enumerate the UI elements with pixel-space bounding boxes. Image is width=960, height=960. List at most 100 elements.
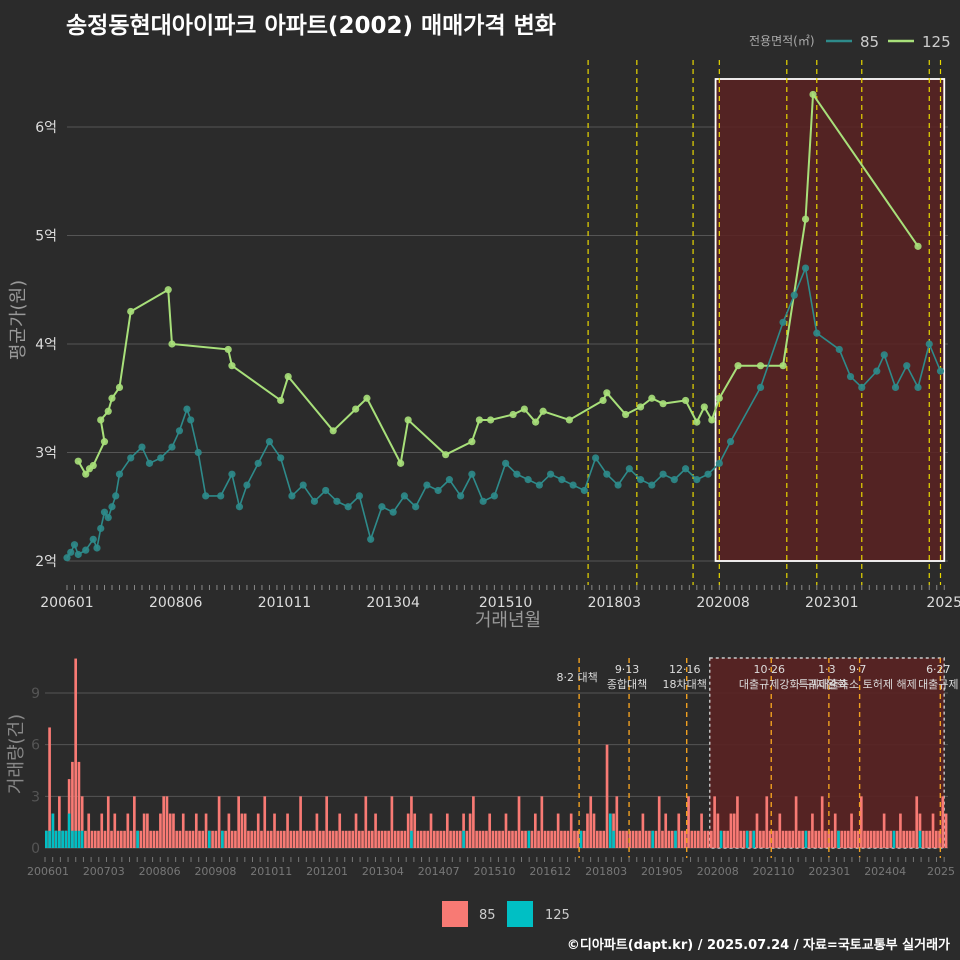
series-85-point — [490, 492, 498, 500]
series-125-point — [914, 242, 922, 250]
volume-bar-85 — [48, 727, 51, 848]
series-85-point — [580, 486, 588, 495]
volume-bar-85 — [377, 830, 381, 848]
series-85-point — [846, 372, 855, 381]
volume-legend-swatch-125 — [507, 901, 533, 927]
series-85-point — [502, 459, 510, 467]
volume-bar-85 — [553, 830, 557, 848]
volume-bar-85 — [498, 830, 501, 848]
volume-bar-85 — [106, 796, 110, 848]
series-85-point — [202, 492, 210, 500]
series-85-point — [704, 470, 712, 478]
volume-bar-85 — [393, 830, 397, 848]
volume-bar-125 — [77, 830, 81, 848]
series-125-point — [565, 416, 573, 424]
series-85-point — [104, 514, 112, 522]
volume-bar-85 — [729, 813, 733, 848]
volume-bar-85 — [879, 830, 883, 848]
volume-bar-85 — [491, 830, 495, 848]
series-125-point — [756, 362, 765, 370]
series-85-point — [310, 497, 319, 505]
volume-bar-85 — [683, 830, 687, 848]
volume-bar-85 — [84, 830, 87, 848]
series-85-point — [434, 486, 442, 495]
volume-bar-85 — [282, 830, 286, 848]
volume-bar-85 — [944, 813, 948, 848]
series-85-point — [648, 481, 656, 489]
volume-bar-125 — [54, 830, 58, 848]
volume-bar-85 — [569, 813, 573, 848]
volume-bar-85 — [605, 744, 609, 848]
volume-bar-85 — [175, 830, 179, 848]
volume-bar-85 — [736, 796, 739, 848]
series-125-point — [715, 394, 723, 402]
volume-bar-85 — [181, 813, 185, 848]
series-85-point — [277, 454, 285, 462]
volume-bar-85 — [279, 830, 283, 848]
series-125-point — [108, 394, 116, 402]
volume-bar-85 — [618, 830, 622, 848]
legend-label-125: 125 — [922, 33, 951, 51]
series-125-point — [659, 400, 667, 408]
volume-bar-85 — [817, 830, 821, 848]
volume-x-tick-label: 200601 — [27, 865, 69, 878]
volume-bar-85 — [74, 658, 77, 848]
volume-bar-85 — [481, 830, 485, 848]
policy-annotation: 6·27 — [926, 663, 951, 676]
volume-bar-85 — [524, 830, 527, 848]
series-85-point — [157, 454, 165, 462]
series-85-point — [914, 383, 922, 391]
x-tick-label: 2025 — [926, 595, 960, 611]
series-125-point — [539, 407, 547, 415]
volume-bar-85 — [863, 830, 866, 848]
policy-annotation: 대출규제 — [918, 678, 958, 691]
series-85-point — [89, 535, 97, 543]
y-axis-label: 평균가(원) — [8, 280, 29, 360]
series-85-point — [183, 405, 191, 413]
volume-bar-85 — [785, 830, 788, 848]
series-125-point — [693, 418, 701, 426]
volume-bar-125 — [674, 830, 677, 848]
series-85-point — [112, 492, 120, 500]
x-tick-label: 201011 — [258, 595, 311, 611]
volume-bar-85 — [677, 813, 681, 848]
series-85-point — [903, 362, 911, 370]
legend-title: 전용면적(㎡) — [749, 34, 815, 48]
volume-bar-85 — [798, 830, 801, 848]
volume-bar-85 — [732, 813, 736, 848]
volume-legend-label-85: 85 — [479, 908, 496, 923]
volume-bar-85 — [638, 830, 641, 848]
series-85-point — [70, 541, 79, 549]
volume-x-tick-label: 2025 — [927, 865, 955, 878]
series-85-point — [659, 470, 667, 478]
volume-bar-85 — [511, 830, 514, 848]
volume-bar-85 — [869, 830, 873, 848]
volume-bar-125 — [892, 830, 896, 848]
volume-y-tick-label: 3 — [31, 789, 40, 805]
volume-bar-85 — [100, 813, 104, 848]
series-125-point — [442, 451, 450, 459]
volume-bar-85 — [589, 796, 593, 848]
series-125-point — [82, 470, 90, 478]
series-125-point — [734, 362, 742, 370]
volume-bar-85 — [556, 813, 560, 848]
volume-bar-85 — [224, 830, 227, 848]
series-85-point — [513, 470, 521, 478]
volume-bar-85 — [670, 830, 674, 848]
series-85-point — [547, 470, 555, 478]
volume-bar-85 — [348, 830, 351, 848]
policy-annotation: 10·26 — [753, 663, 785, 676]
series-125-point — [532, 418, 540, 426]
volume-bar-85 — [543, 830, 547, 848]
y-tick-label: 4억 — [35, 337, 57, 353]
volume-bar-85 — [312, 830, 315, 848]
volume-bar-85 — [318, 830, 322, 848]
volume-bar-85 — [315, 813, 319, 848]
policy-annotation: 종합대책 — [607, 678, 647, 691]
volume-bar-85 — [586, 813, 589, 848]
volume-bar-85 — [693, 830, 697, 848]
volume-bar-85 — [573, 830, 576, 848]
volume-bar-85 — [912, 830, 915, 848]
volume-x-tick-label: 202008 — [697, 865, 739, 878]
credit-text: ©디아파트(dapt.kr) / 2025.07.24 / 자료=국토교통부 실… — [566, 938, 950, 953]
